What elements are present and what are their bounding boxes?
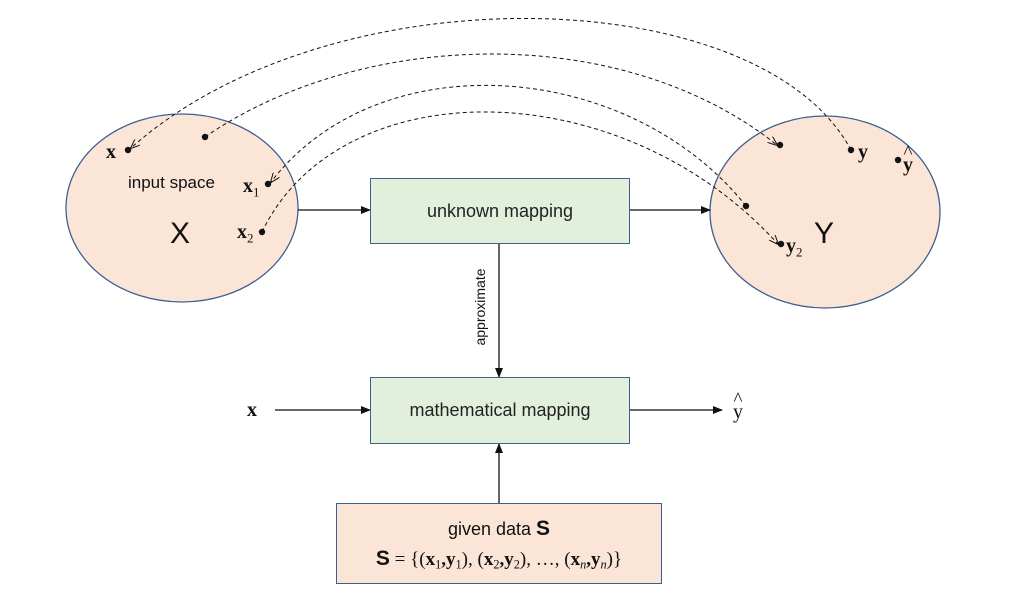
- mathematical-mapping-label: mathematical mapping: [409, 400, 591, 420]
- mathematical-mapping-box: mathematical mapping: [370, 377, 630, 444]
- dashed-arrow-x2-to-y2: [261, 111, 778, 244]
- label-y: y: [858, 141, 868, 163]
- given-data-box: given data S S = {(x1,y1), (x2,y2), …, (…: [336, 503, 662, 584]
- dashed-arrow-y-to-x: [131, 18, 852, 151]
- point-unlabeled-output-1: [776, 141, 784, 149]
- dashed-arrow-input-to-output-1: [204, 53, 777, 145]
- input-space-label: input space: [128, 173, 215, 192]
- output-set-symbol: Y: [814, 217, 835, 250]
- dashed-arrow-output-to-x1: [271, 85, 747, 207]
- point-x1: [264, 180, 272, 188]
- unknown-mapping-label: unknown mapping: [426, 200, 574, 221]
- label-x2: x2: [237, 221, 254, 246]
- input-set-symbol: X: [170, 217, 191, 250]
- point-x: [124, 146, 132, 154]
- given-data-formula: S = {(x1,y1), (x2,y2), …, (xn,yn)}: [375, 546, 623, 572]
- label-x1: x1: [243, 175, 260, 200]
- approximate-label: approximate: [472, 268, 488, 346]
- unknown-mapping-box: unknown mapping: [370, 178, 630, 244]
- input-space-ellipse: [65, 113, 299, 303]
- label-x: x: [106, 141, 116, 163]
- output-yhat-label: y: [733, 402, 743, 422]
- input-x-label: x: [247, 399, 257, 421]
- point-yhat: [894, 156, 902, 164]
- label-yhat: y: [903, 155, 913, 175]
- given-data-title: given data S: [447, 516, 551, 540]
- label-y2: y2: [786, 235, 803, 260]
- point-y2: [777, 240, 785, 248]
